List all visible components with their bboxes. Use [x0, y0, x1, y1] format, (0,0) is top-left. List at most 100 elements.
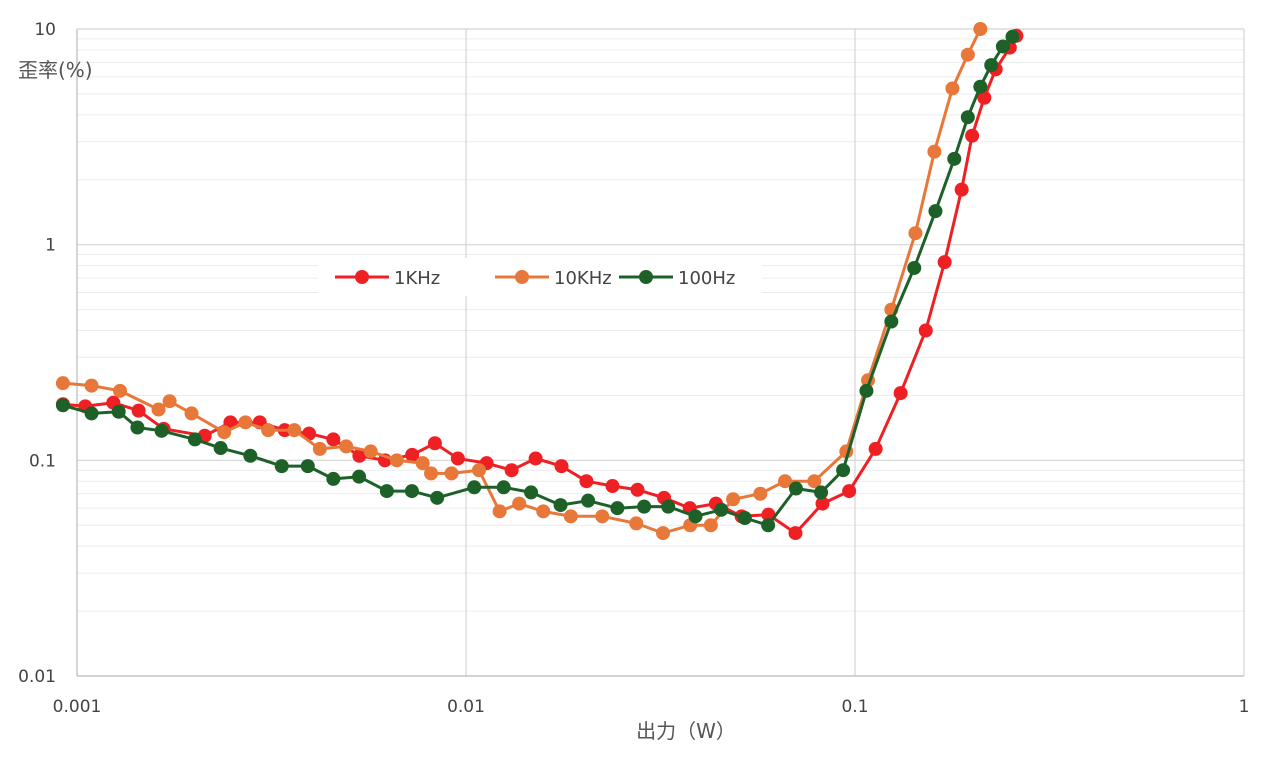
data-point — [404, 484, 419, 499]
data-point — [55, 398, 70, 413]
data-point — [300, 459, 315, 474]
data-point — [814, 485, 829, 500]
data-point — [84, 378, 99, 393]
data-point — [496, 480, 511, 495]
data-point — [213, 441, 228, 456]
data-point — [444, 466, 459, 481]
data-point — [352, 469, 367, 484]
data-point — [363, 444, 378, 459]
data-point — [581, 493, 596, 508]
data-point — [907, 260, 922, 275]
data-point — [154, 423, 169, 438]
data-point — [84, 406, 99, 421]
data-point — [524, 485, 539, 500]
data-point — [184, 406, 199, 421]
series-10KHz — [55, 22, 988, 541]
data-point — [688, 509, 703, 524]
legend-item: 100Hz — [619, 268, 735, 289]
data-point — [563, 509, 578, 524]
data-point — [339, 439, 354, 454]
data-point — [472, 463, 487, 478]
data-point — [753, 486, 768, 501]
data-point — [217, 425, 232, 440]
data-point — [261, 423, 276, 438]
data-point — [661, 499, 676, 514]
data-point — [274, 459, 289, 474]
data-point — [162, 394, 177, 409]
data-point — [111, 404, 126, 419]
data-point — [945, 81, 960, 96]
data-point — [536, 504, 551, 519]
y-tick-label: 0.01 — [18, 667, 56, 687]
legend-marker — [515, 270, 529, 284]
data-point — [554, 459, 569, 474]
x-tick-label: 0.001 — [53, 697, 102, 717]
data-point — [187, 432, 202, 447]
legend-marker — [355, 270, 369, 284]
data-point — [243, 448, 258, 463]
legend-marker — [639, 270, 653, 284]
data-point — [928, 204, 943, 219]
data-point — [504, 463, 519, 478]
data-point — [954, 182, 969, 197]
data-point — [629, 516, 644, 531]
data-point — [312, 441, 327, 456]
data-point — [637, 499, 652, 514]
data-point — [389, 453, 404, 468]
data-point — [287, 423, 302, 438]
data-point — [415, 456, 430, 471]
plot-frame — [76, 29, 1244, 677]
data-point — [430, 490, 445, 505]
data-point — [610, 501, 625, 516]
data-point — [815, 496, 830, 511]
data-point — [424, 466, 439, 481]
legend: 1KHz 10KHz 100Hz — [318, 258, 762, 296]
series-line — [62, 35, 1014, 527]
data-point — [868, 441, 883, 456]
data-point — [859, 383, 874, 398]
data-point — [973, 22, 988, 36]
data-point — [714, 502, 729, 517]
data-point — [450, 451, 465, 466]
data-point — [579, 474, 594, 489]
data-point — [405, 447, 420, 462]
y-tick-label: 10 — [34, 20, 56, 40]
data-point — [761, 518, 776, 533]
x-tick-label: 1 — [1239, 697, 1250, 717]
data-point — [836, 463, 851, 478]
x-tick-label: 0.01 — [447, 697, 485, 717]
data-point — [238, 415, 253, 430]
data-point — [326, 432, 341, 447]
grid-lines — [76, 28, 1245, 677]
data-point — [595, 509, 610, 524]
data-point — [973, 79, 988, 94]
data-point — [726, 492, 741, 507]
data-point — [55, 376, 70, 391]
data-point — [352, 448, 367, 463]
data-point — [656, 526, 671, 541]
data-point — [379, 484, 394, 499]
y-axis-ticks: 10 1 0.1 0.01 — [18, 20, 56, 687]
legend-label: 1KHz — [394, 268, 440, 289]
data-point — [630, 482, 645, 497]
data-point — [927, 144, 942, 159]
data-point — [788, 526, 803, 541]
data-point — [918, 323, 933, 338]
data-point — [467, 480, 482, 495]
data-point — [984, 58, 999, 73]
series-layer — [55, 22, 1024, 541]
data-point — [995, 39, 1010, 54]
data-point — [1005, 29, 1020, 44]
data-point — [113, 383, 128, 398]
legend-label: 10KHz — [554, 268, 612, 289]
data-point — [965, 128, 980, 143]
legend-item: 1KHz — [335, 268, 440, 289]
legend-item: 10KHz — [495, 268, 612, 289]
data-point — [528, 451, 543, 466]
data-point — [788, 481, 803, 496]
data-point — [842, 484, 857, 499]
x-axis-label: 出力（W） — [636, 719, 736, 743]
data-point — [151, 402, 166, 417]
data-point — [737, 511, 752, 526]
